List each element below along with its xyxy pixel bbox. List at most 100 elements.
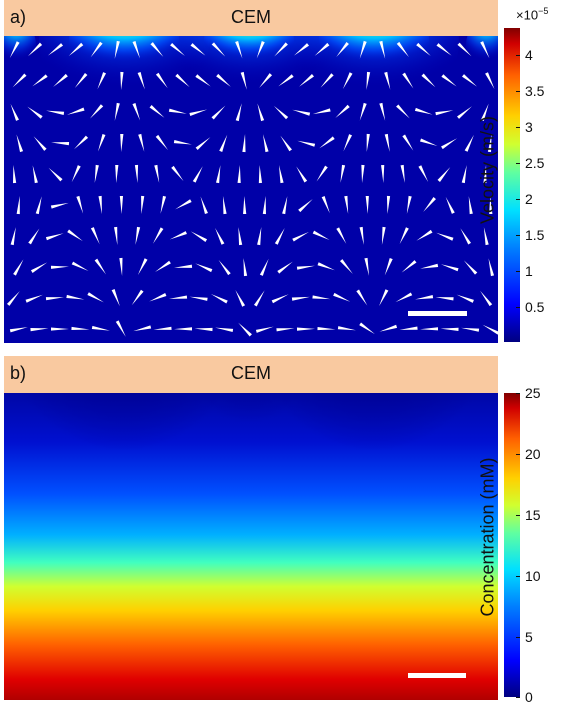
velocity-arrow: [343, 134, 353, 152]
velocity-arrow: [170, 42, 185, 56]
velocity-arrow: [440, 327, 459, 331]
membrane-label: CEM: [231, 363, 271, 383]
scale-bar: [408, 311, 467, 316]
velocity-arrow: [10, 227, 16, 246]
velocity-arrow: [222, 196, 227, 215]
velocity-arrow: [359, 322, 375, 335]
velocity-arrow: [71, 261, 89, 272]
velocity-arrow: [384, 133, 390, 152]
velocity-arrow: [132, 40, 141, 59]
velocity-arrow: [114, 102, 120, 121]
velocity-arrow: [137, 258, 148, 276]
velocity-arrow: [137, 71, 145, 90]
colorbar-tick: 25: [516, 385, 541, 401]
velocity-arrow: [366, 133, 370, 152]
velocity-arrow: [336, 227, 347, 244]
velocity-arrow: [400, 164, 405, 183]
velocity-arrow: [35, 196, 42, 215]
velocity-arrow: [406, 195, 412, 214]
velocity-arrow: [359, 102, 367, 121]
velocity-arrow: [415, 295, 434, 300]
velocity-arrow: [219, 134, 228, 152]
colorbar-tick: 1.5: [515, 227, 545, 243]
velocity-arrow: [457, 42, 472, 57]
velocity-arrow: [67, 229, 83, 242]
velocity-arrow: [445, 196, 455, 214]
velocity-arrow: [87, 292, 104, 303]
velocity-arrow: [435, 297, 454, 301]
membrane-bar: [4, 356, 498, 393]
velocity-field-plot: [4, 0, 498, 343]
velocity-arrow: [133, 325, 152, 332]
velocity-arrow: [138, 133, 145, 152]
velocity-arrow: [74, 135, 89, 150]
velocity-arrow: [356, 289, 368, 306]
velocity-arrow: [274, 42, 288, 57]
velocity-arrow: [359, 40, 367, 59]
velocity-arrow: [364, 257, 370, 276]
velocity-arrow: [274, 228, 285, 245]
velocity-arrow: [436, 43, 452, 56]
velocity-arrow: [27, 42, 43, 57]
velocity-arrow: [169, 231, 187, 240]
velocity-arrow: [395, 292, 413, 303]
velocity-arrow: [316, 165, 328, 182]
velocity-arrow: [12, 73, 27, 88]
velocity-arrow: [483, 227, 489, 246]
velocity-arrow: [420, 263, 439, 269]
concentration-axis-title: Concentration (mM): [477, 457, 498, 617]
velocity-axis-title: Velocity (m/s): [477, 115, 498, 225]
velocity-arrow: [71, 165, 81, 183]
velocity-arrow: [90, 227, 100, 245]
velocity-arrow: [296, 327, 315, 331]
velocity-arrow: [48, 167, 63, 182]
velocity-arrow: [402, 134, 414, 151]
velocity-arrow: [195, 137, 211, 151]
velocity-arrow: [340, 164, 346, 183]
velocity-arrow: [154, 164, 160, 183]
velocity-arrow: [399, 227, 409, 245]
concentration-field-plot: [4, 356, 498, 700]
velocity-arrow: [421, 73, 436, 88]
velocity-arrow: [488, 258, 495, 277]
velocity-arrow: [333, 292, 351, 302]
velocity-arrow: [10, 103, 19, 121]
velocity-arrow: [33, 136, 47, 151]
velocity-arrow: [317, 326, 336, 331]
velocity-arrow: [168, 108, 187, 114]
velocity-arrow: [271, 294, 289, 304]
velocity-arrow: [9, 327, 28, 333]
velocity-arrow: [259, 258, 269, 276]
velocity-arrow: [189, 296, 208, 301]
velocity-arrow: [135, 226, 141, 245]
velocity-arrow: [399, 326, 418, 330]
velocity-arrow: [335, 104, 350, 119]
velocity-arrow: [296, 265, 315, 270]
velocity-arrow: [420, 327, 439, 331]
velocity-arrow: [152, 227, 164, 244]
velocity-arrow: [94, 164, 99, 183]
velocity-arrow: [192, 166, 203, 183]
velocity-arrow: [253, 290, 265, 307]
velocity-arrow: [344, 195, 349, 214]
colorbar-tick: 1: [516, 263, 533, 279]
velocity-arrow: [480, 103, 489, 121]
velocity-arrow: [13, 259, 24, 276]
velocity-arrow: [243, 258, 248, 277]
velocity-arrow: [175, 73, 190, 88]
velocity-arrow: [312, 108, 331, 115]
velocity-arrow: [50, 265, 69, 269]
velocity-arrow: [149, 104, 165, 118]
concentration-panel: CEM b): [4, 356, 498, 700]
velocity-arrow: [468, 196, 473, 215]
velocity-arrow: [119, 257, 123, 276]
colorbar-tick: 5: [516, 629, 533, 645]
velocity-arrow: [46, 110, 65, 115]
velocity-arrow: [342, 72, 353, 90]
colorbar-tick: 3: [516, 119, 533, 135]
velocity-arrow: [132, 102, 141, 121]
velocity-arrow: [195, 74, 211, 87]
velocity-arrow: [51, 142, 70, 146]
velocity-arrow: [282, 196, 288, 215]
membrane-label: CEM: [231, 7, 271, 27]
